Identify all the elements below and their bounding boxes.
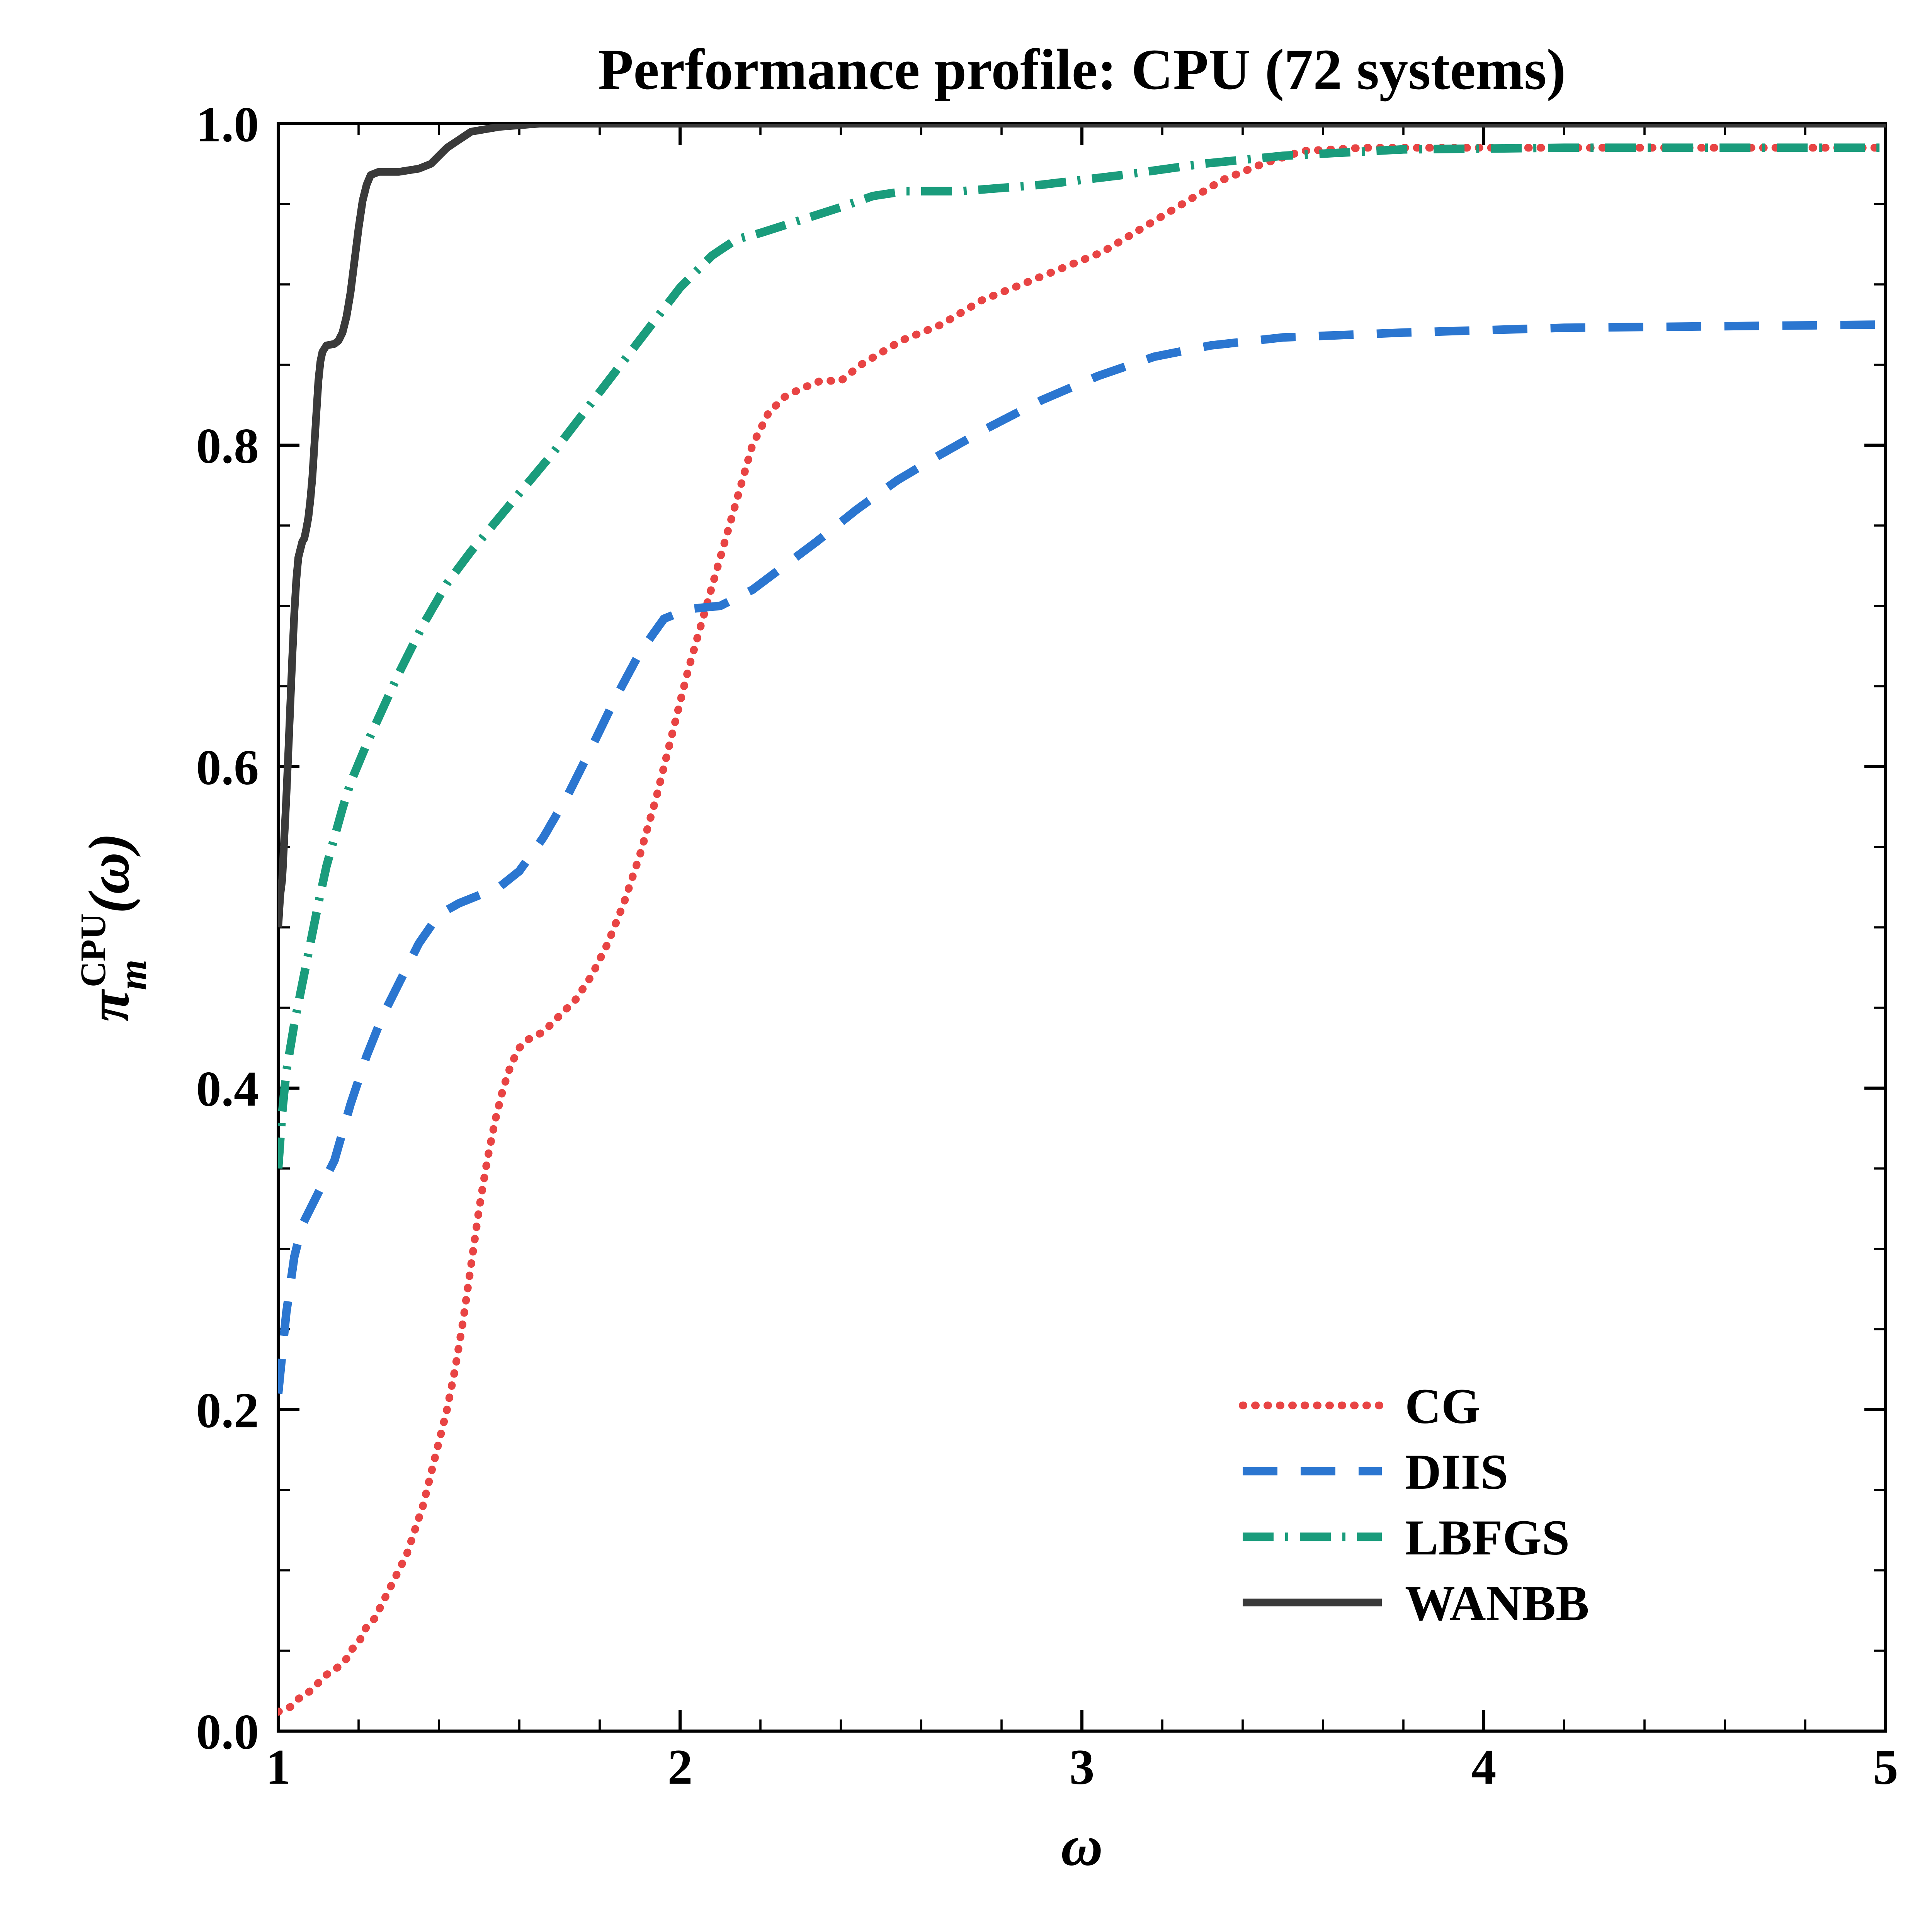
x-tick-label: 1: [266, 1740, 291, 1795]
legend-label-LBFGS: LBFGS: [1405, 1510, 1570, 1566]
x-axis-label: ω: [1061, 1814, 1103, 1878]
y-tick-label: 0.8: [196, 418, 259, 474]
series-LBFGS: [278, 148, 1886, 1168]
series-DIIS: [278, 325, 1886, 1393]
legend-label-DIIS: DIIS: [1405, 1444, 1508, 1500]
plot-border: [278, 124, 1886, 1731]
y-tick-label: 0.4: [196, 1061, 259, 1117]
chart-title: Performance profile: CPU (72 systems): [598, 37, 1566, 102]
legend-label-WANBB: WANBB: [1405, 1576, 1589, 1631]
y-tick-label: 1.0: [196, 97, 259, 153]
x-tick-label: 5: [1873, 1740, 1898, 1795]
series-WANBB: [278, 124, 1886, 927]
y-tick-label: 0.6: [196, 740, 259, 796]
legend-label-CG: CG: [1405, 1379, 1480, 1434]
chart-svg: Performance profile: CPU (72 systems) 1 2 3…: [0, 0, 1932, 1932]
x-tick-label: 2: [668, 1740, 693, 1795]
series-CG: [278, 148, 1886, 1712]
y-axis-label: πmCPU(ω): [73, 833, 155, 1022]
x-tick-label: 3: [1070, 1740, 1095, 1795]
x-tick-label: 4: [1471, 1740, 1497, 1795]
chart-container: Performance profile: CPU (72 systems) 1 2 3…: [0, 0, 1932, 1932]
plot-area: [278, 124, 1886, 1712]
y-tick-label: 0.2: [196, 1383, 259, 1439]
y-tick-label: 0.0: [196, 1704, 259, 1760]
